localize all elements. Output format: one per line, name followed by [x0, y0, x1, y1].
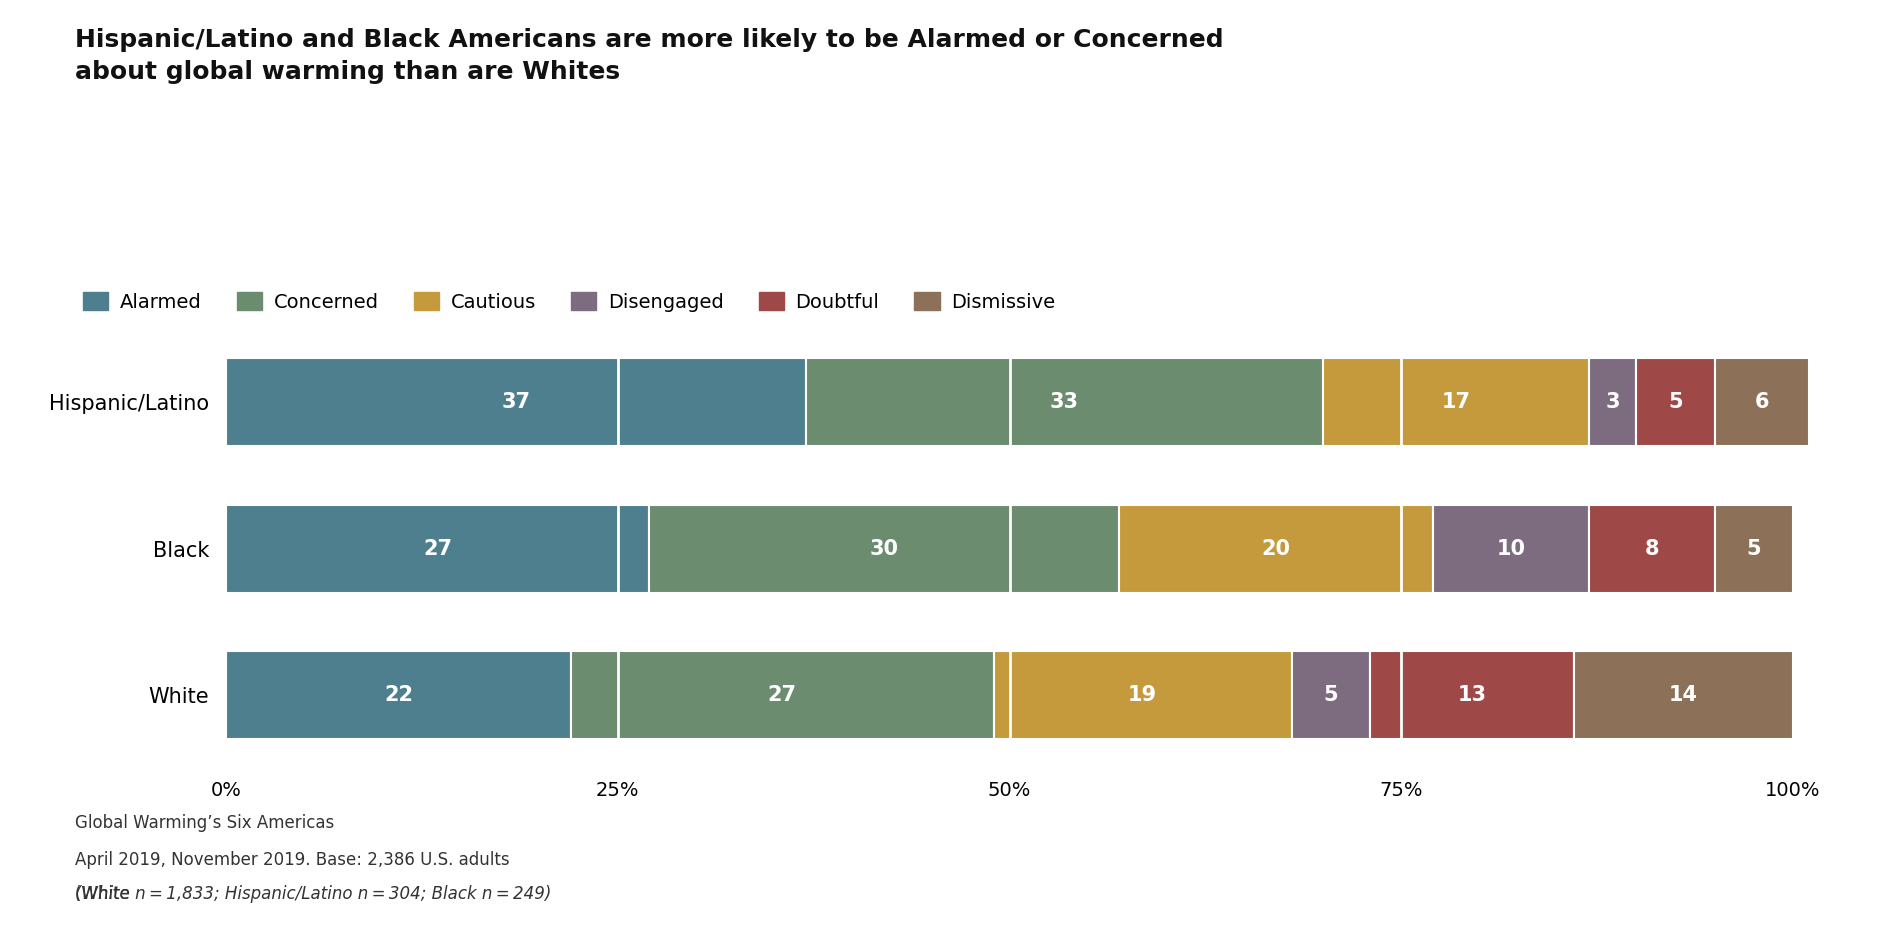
Text: Global Warming’s Six Americas: Global Warming’s Six Americas [75, 814, 335, 832]
Bar [1292, 651, 1370, 739]
Text: (White n = 1,833; Hispanic/Latino n = 304; Black n = 249): (White n = 1,833; Hispanic/Latino n = 30… [75, 885, 552, 902]
Text: 30: 30 [870, 538, 899, 559]
Bar [1432, 505, 1590, 592]
Bar [1714, 505, 1794, 592]
Bar [226, 651, 571, 739]
Text: 27: 27 [769, 685, 797, 705]
Text: 37: 37 [501, 393, 531, 412]
Text: 5: 5 [1746, 538, 1762, 559]
Bar [806, 359, 1323, 447]
Bar [571, 651, 995, 739]
Bar [1714, 359, 1809, 447]
Text: April 2019, November 2019. Base: 2,386 U.S. adults: April 2019, November 2019. Base: 2,386 U… [75, 851, 511, 869]
Text: 10: 10 [1496, 538, 1526, 559]
Legend: Alarmed, Concerned, Cautious, Disengaged, Doubtful, Dismissive: Alarmed, Concerned, Cautious, Disengaged… [75, 284, 1063, 320]
Bar [226, 359, 806, 447]
Text: Hispanic/Latino and Black Americans are more likely to be Alarmed or Concerned
a: Hispanic/Latino and Black Americans are … [75, 28, 1225, 84]
Bar [1573, 651, 1794, 739]
Bar [1119, 505, 1432, 592]
Text: 14: 14 [1669, 685, 1697, 705]
Bar [1590, 505, 1714, 592]
Bar [1637, 359, 1714, 447]
Text: 17: 17 [1441, 393, 1471, 412]
Text: 3: 3 [1605, 393, 1620, 412]
Text: (White: (White [75, 885, 136, 902]
Bar [1590, 359, 1637, 447]
Bar [1370, 651, 1573, 739]
Text: 5: 5 [1667, 393, 1682, 412]
Bar [995, 651, 1292, 739]
Text: 27: 27 [424, 538, 452, 559]
Text: 22: 22 [384, 685, 413, 705]
Text: 8: 8 [1645, 538, 1660, 559]
Text: 6: 6 [1754, 393, 1769, 412]
Text: 5: 5 [1323, 685, 1338, 705]
Text: 20: 20 [1262, 538, 1291, 559]
Text: 19: 19 [1129, 685, 1157, 705]
Bar [226, 505, 650, 592]
Text: 13: 13 [1456, 685, 1486, 705]
Bar [1323, 359, 1590, 447]
Text: 33: 33 [1049, 393, 1080, 412]
Bar [650, 505, 1119, 592]
